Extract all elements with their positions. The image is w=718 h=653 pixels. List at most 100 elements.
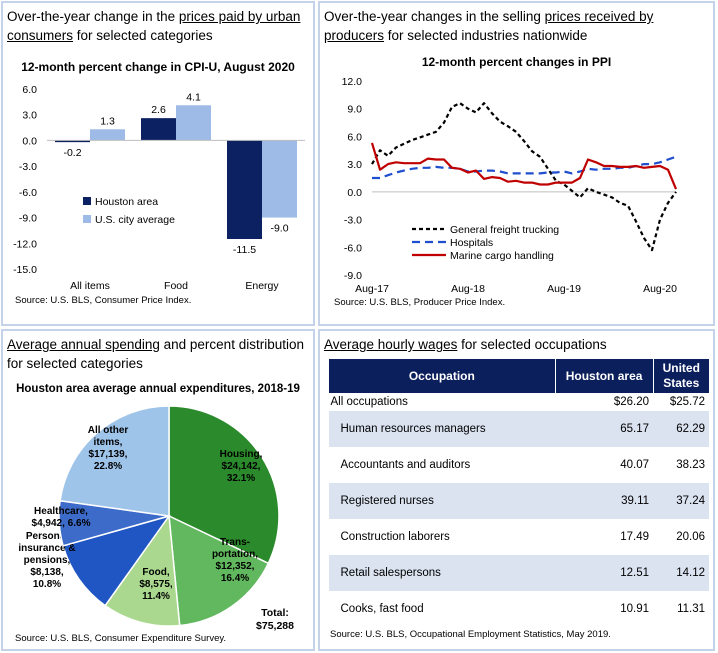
houston-wage: $26.20	[613, 396, 650, 408]
legend-swatch	[83, 197, 91, 205]
data-label: -9.0	[270, 223, 288, 235]
pie-slice-label: Food, $8,575, 11.4%	[139, 567, 173, 602]
spending-panel-title: Average annual spending and percent dist…	[7, 337, 304, 371]
us-wage: 20.06	[676, 531, 705, 543]
bar-houston-area	[227, 140, 262, 239]
houston-wage: 39.11	[555, 483, 654, 519]
x-tick-label: Energy	[245, 280, 279, 292]
pie-label-line: insurance &	[18, 543, 75, 554]
pie-label-line: 11.4%	[142, 591, 170, 602]
table-row: Retail salespersons 12.51 14.12	[328, 555, 709, 591]
bar-u-s-city-average	[176, 105, 211, 141]
legend-label: Houston area	[95, 196, 158, 208]
y-tick-label: -6.0	[344, 242, 362, 254]
pie-label-line: items,	[94, 437, 123, 448]
x-tick-label: All items	[70, 280, 110, 292]
spending-title-link[interactable]: Average annual spending	[7, 337, 160, 352]
occupation-name: Human resources managers	[328, 411, 556, 447]
houston-wage: 10.91	[620, 603, 650, 615]
y-tick-label: -15.0	[13, 264, 37, 276]
bar-u-s-city-average	[90, 129, 125, 141]
pie-label-line: 16.4%	[221, 573, 249, 584]
ppi-source: Source: U.S. BLS, Producer Price Index.	[334, 297, 506, 308]
cpi-panel: Over-the-year change in the prices paid …	[1, 1, 315, 326]
us-wage: 62.29	[653, 411, 709, 447]
pie-label-line: portation,	[212, 549, 258, 560]
col-houston: Houston area	[554, 359, 654, 393]
pie-slice-housing	[168, 405, 280, 565]
spending-panel: Average annual spending and percent dist…	[1, 329, 315, 651]
wages-panel-title: Average hourly wages for selected occupa…	[324, 337, 607, 352]
pie-label-line: 22.8%	[94, 461, 122, 472]
pie-label-line: 32.1%	[227, 473, 255, 484]
occupation-name: Registered nurses	[328, 483, 556, 519]
pie-total-line: Total:	[261, 607, 289, 619]
pie-total-line: $75,288	[256, 620, 294, 632]
y-tick-label: -3.0	[19, 161, 37, 173]
wages-panel: Average hourly wages for selected occupa…	[318, 329, 715, 651]
table-row: Registered nurses 39.11 37.24	[328, 483, 709, 519]
pie-label-line: Food,	[142, 567, 169, 578]
table-row: Human resources managers 65.17 62.29	[328, 411, 709, 447]
occupation-name: All occupations	[330, 396, 408, 408]
houston-wage: 17.49	[620, 531, 650, 543]
ppi-chart-title: 12-month percent changes in PPI	[421, 55, 612, 69]
spending-source: Source: U.S. BLS, Consumer Expenditure S…	[15, 633, 227, 644]
col-occupation: Occupation	[328, 359, 556, 393]
legend-label: Marine cargo handling	[450, 250, 554, 262]
data-label: -11.5	[233, 244, 256, 256]
occupation-name: Construction laborers	[340, 531, 450, 543]
spending-pie-chart: Housing, $24,142, 32.1% Trans-portation, $12…	[18, 405, 294, 632]
us-wage: 38.23	[676, 459, 705, 471]
table-row: Cooks, fast food 10.91 11.31	[329, 591, 710, 627]
us-wage: 14.12	[653, 555, 709, 591]
occupation-name: Cooks, fast food	[340, 603, 424, 615]
pie-label-line: Trans-	[220, 537, 250, 548]
y-tick-label: 6.0	[22, 84, 37, 96]
cpi-bar-chart: 6.0 3.0 0.0 -3.0 -6.0 -9.0 -12.0 -15.0 -0.2 1.3 Al…	[13, 84, 305, 292]
line-marine-cargo-handling	[370, 142, 678, 190]
table-row: Construction laborers 17.49 20.06	[329, 519, 710, 555]
y-tick-label: 12.0	[342, 76, 363, 88]
pie-label-line: $17,139,	[89, 449, 128, 460]
cpi-title-link[interactable]: prices paid by urban consumers	[7, 9, 301, 43]
y-tick-label: 3.0	[347, 159, 362, 171]
pie-label-line: Housing,	[220, 449, 263, 460]
pie-label-line: $4,942, 6.6%	[32, 518, 91, 529]
legend-label: Hospitals	[450, 237, 493, 249]
pie-slice-transportation	[168, 514, 270, 627]
us-wage: $25.72	[669, 396, 705, 408]
legend-label: General freight trucking	[450, 224, 559, 236]
legend-swatch	[83, 215, 91, 223]
legend-label: U.S. city average	[95, 214, 175, 226]
cpi-panel-title: Over-the-year change in the prices paid …	[7, 9, 301, 43]
pie-chart-title: Houston area average annual expenditures…	[16, 383, 300, 395]
y-tick-label: 3.0	[22, 110, 37, 122]
houston-wage: 65.17	[555, 411, 654, 447]
x-tick-label: Aug-20	[643, 283, 677, 295]
y-tick-label: 9.0	[347, 104, 362, 116]
line-general-freight-trucking	[371, 102, 677, 252]
pie-label-line: Healthcare,	[34, 506, 88, 517]
cpi-source: Source: U.S. BLS, Consumer Price Index.	[15, 295, 192, 306]
pie-label-line: $24,142,	[222, 461, 261, 472]
data-label: -0.2	[63, 147, 81, 159]
y-tick-label: 0.0	[347, 187, 362, 199]
y-tick-label: 6.0	[347, 131, 362, 143]
ppi-title-link[interactable]: prices received by producers	[324, 9, 654, 43]
data-label: 2.6	[151, 104, 166, 116]
us-wage: 37.24	[653, 483, 709, 519]
us-wage: 11.31	[677, 603, 705, 615]
y-tick-label: 0.0	[22, 135, 37, 147]
table-row: Accountants and auditors 40.07 38.23	[329, 447, 710, 483]
y-tick-label: -12.0	[13, 238, 37, 250]
pie-label-line: 10.8%	[33, 579, 61, 590]
pie-label-line: pensions,	[24, 555, 71, 566]
pie-slice-label: Personal insurance & pensions, $8,138, 10.8%	[18, 531, 75, 590]
pie-label-line: All other	[88, 425, 129, 436]
houston-wage: 12.51	[555, 555, 654, 591]
y-tick-label: -9.0	[19, 213, 37, 225]
wages-title-link[interactable]: Average hourly wages	[324, 337, 458, 352]
bar-u-s-city-average	[262, 140, 297, 218]
